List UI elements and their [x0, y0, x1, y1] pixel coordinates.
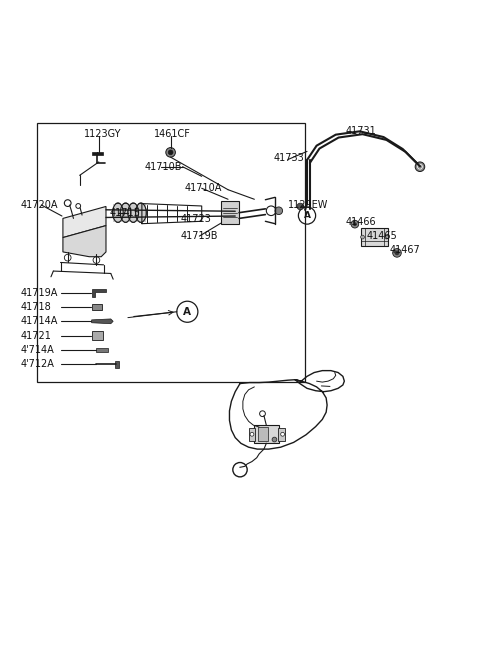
Bar: [278, 428, 285, 441]
Text: 41721: 41721: [21, 330, 52, 341]
Circle shape: [297, 203, 304, 210]
Text: 1461CF: 1461CF: [154, 129, 191, 139]
Text: 41720A: 41720A: [21, 200, 58, 210]
Polygon shape: [63, 206, 106, 238]
Polygon shape: [92, 289, 106, 298]
Text: 4'712A: 4'712A: [21, 359, 55, 369]
Bar: [92, 304, 102, 310]
Polygon shape: [136, 204, 146, 222]
Circle shape: [275, 207, 283, 215]
Circle shape: [351, 220, 359, 228]
Circle shape: [360, 235, 364, 239]
Text: 41466: 41466: [345, 217, 376, 227]
Polygon shape: [92, 152, 103, 155]
Text: A: A: [183, 307, 192, 317]
Text: 4'714A: 4'714A: [21, 345, 55, 355]
Text: 41731: 41731: [345, 126, 376, 136]
Circle shape: [168, 150, 173, 155]
Bar: [360, 228, 388, 246]
Bar: [36, 123, 305, 382]
Text: A: A: [303, 211, 311, 220]
Text: 41465: 41465: [367, 231, 397, 241]
Text: 41718: 41718: [21, 302, 51, 312]
Bar: [96, 348, 108, 352]
Circle shape: [281, 432, 285, 436]
Bar: [115, 361, 120, 368]
Polygon shape: [113, 204, 123, 222]
Circle shape: [393, 248, 401, 257]
Bar: [92, 331, 103, 340]
Circle shape: [395, 250, 399, 256]
Text: 1129EW: 1129EW: [288, 200, 328, 210]
Circle shape: [272, 437, 277, 442]
Circle shape: [353, 222, 357, 226]
Circle shape: [250, 432, 254, 436]
Text: 41467: 41467: [389, 245, 420, 255]
Bar: [258, 427, 268, 442]
Circle shape: [384, 235, 388, 239]
Text: 1123GY: 1123GY: [84, 129, 122, 139]
Bar: [249, 428, 255, 441]
Text: 41715: 41715: [110, 208, 141, 217]
Text: 41719A: 41719A: [21, 288, 58, 298]
Text: 41714A: 41714A: [21, 316, 58, 327]
Polygon shape: [128, 204, 139, 222]
Bar: [254, 425, 279, 443]
Polygon shape: [92, 319, 113, 324]
Text: 41710B: 41710B: [144, 162, 182, 171]
Bar: [221, 201, 239, 224]
Polygon shape: [120, 204, 131, 222]
Text: 41723: 41723: [180, 214, 211, 225]
Text: 41733: 41733: [274, 153, 304, 163]
Circle shape: [166, 148, 175, 157]
Circle shape: [415, 162, 425, 171]
Text: 41710A: 41710A: [185, 183, 222, 193]
Polygon shape: [63, 225, 106, 257]
Text: 41719B: 41719B: [180, 231, 217, 241]
